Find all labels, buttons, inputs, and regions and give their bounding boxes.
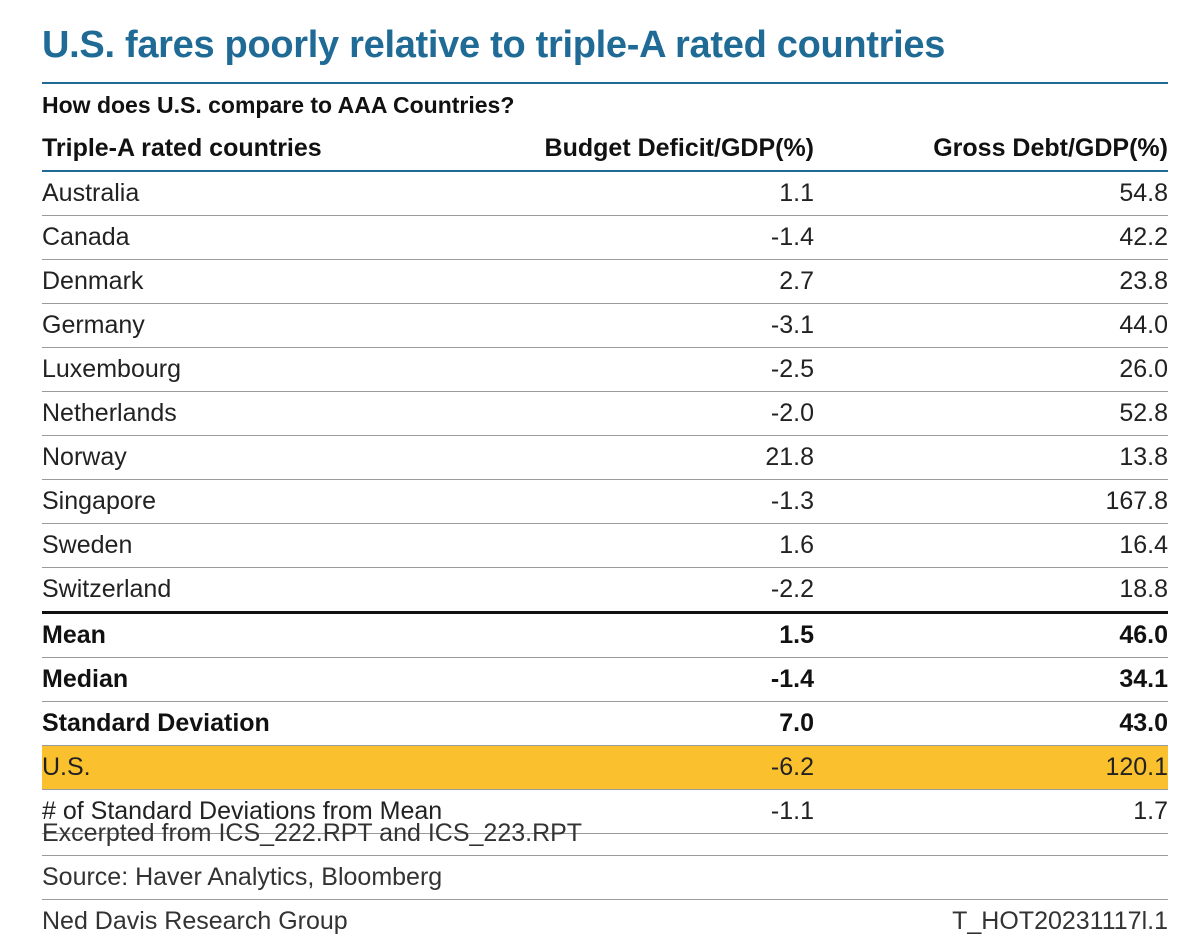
std-dev-debt-value: 43.0 — [814, 701, 1168, 746]
table-row: Canada -1.4 42.2 — [42, 215, 1168, 260]
table-row: Germany -3.1 44.0 — [42, 303, 1168, 348]
country-cell: Luxembourg — [42, 347, 482, 392]
debt-cell: 26.0 — [814, 347, 1168, 392]
debt-cell: 42.2 — [814, 215, 1168, 260]
deficit-cell: 21.8 — [482, 435, 814, 480]
mean-row: Mean 1.5 46.0 — [42, 611, 1168, 658]
us-highlight-row: U.S. -6.2 120.1 — [42, 745, 1168, 790]
median-debt-value: 34.1 — [814, 657, 1168, 702]
median-row: Median -1.4 34.1 — [42, 657, 1168, 702]
table-row: Luxembourg -2.5 26.0 — [42, 347, 1168, 392]
table-row: Norway 21.8 13.8 — [42, 435, 1168, 480]
excerpt-note: Excerpted from ICS_222.RPT and ICS_223.R… — [42, 812, 1168, 856]
sd-from-mean-row: # of Standard Deviations from Mean -1.1 … — [42, 789, 1168, 834]
deficit-cell: 2.7 — [482, 259, 814, 304]
title-divider — [42, 82, 1168, 84]
mean-deficit-value: 1.5 — [482, 611, 814, 658]
publisher-name: Ned Davis Research Group — [42, 907, 348, 935]
table-row: Switzerland -2.2 18.8 — [42, 567, 1168, 613]
country-cell: Norway — [42, 435, 482, 480]
country-cell: Denmark — [42, 259, 482, 304]
footer-bar: Ned Davis Research Group T_HOT20231117l.… — [42, 900, 1168, 943]
table-header-row: Triple-A rated countries Budget Deficit/… — [42, 126, 1168, 172]
debt-cell: 54.8 — [814, 171, 1168, 216]
country-cell: Sweden — [42, 523, 482, 568]
stat-label: Mean — [42, 611, 482, 658]
std-dev-row: Standard Deviation 7.0 43.0 — [42, 701, 1168, 746]
deficit-cell: -1.4 — [482, 215, 814, 260]
table-row: Sweden 1.6 16.4 — [42, 523, 1168, 568]
mean-debt-value: 46.0 — [814, 611, 1168, 658]
debt-cell: 13.8 — [814, 435, 1168, 480]
chart-title: U.S. fares poorly relative to triple-A r… — [42, 24, 946, 66]
debt-cell: 52.8 — [814, 391, 1168, 436]
column-header-debt: Gross Debt/GDP(%) — [814, 126, 1168, 172]
deficit-cell: -1.3 — [482, 479, 814, 524]
debt-cell: 16.4 — [814, 523, 1168, 568]
deficit-cell: 1.1 — [482, 171, 814, 216]
sd-from-mean-debt: 1.7 — [814, 789, 1168, 834]
comparison-table: Triple-A rated countries Budget Deficit/… — [42, 126, 1168, 834]
country-cell: Netherlands — [42, 391, 482, 436]
sd-from-mean-label: # of Standard Deviations from Mean — [42, 789, 482, 834]
deficit-cell: -3.1 — [482, 303, 814, 348]
country-cell: Switzerland — [42, 567, 482, 613]
column-header-deficit: Budget Deficit/GDP(%) — [482, 126, 814, 172]
debt-cell: 167.8 — [814, 479, 1168, 524]
debt-cell: 18.8 — [814, 567, 1168, 613]
debt-cell: 23.8 — [814, 259, 1168, 304]
chart-subtitle: How does U.S. compare to AAA Countries? — [42, 92, 515, 118]
table-row: Netherlands -2.0 52.8 — [42, 391, 1168, 436]
deficit-cell: -2.5 — [482, 347, 814, 392]
country-cell: Canada — [42, 215, 482, 260]
table-row: Australia 1.1 54.8 — [42, 171, 1168, 216]
stat-label: Standard Deviation — [42, 701, 482, 746]
deficit-cell: -2.2 — [482, 567, 814, 613]
median-deficit-value: -1.4 — [482, 657, 814, 702]
sd-from-mean-deficit: -1.1 — [482, 789, 814, 834]
country-cell: Germany — [42, 303, 482, 348]
debt-cell: 44.0 — [814, 303, 1168, 348]
std-dev-deficit-value: 7.0 — [482, 701, 814, 746]
table-row: Denmark 2.7 23.8 — [42, 259, 1168, 304]
us-label: U.S. — [42, 745, 482, 790]
us-debt-value: 120.1 — [814, 745, 1168, 790]
source-note: Source: Haver Analytics, Bloomberg — [42, 856, 1168, 900]
stat-label: Median — [42, 657, 482, 702]
chart-code: T_HOT20231117l.1 — [952, 907, 1168, 935]
deficit-cell: 1.6 — [482, 523, 814, 568]
us-deficit-value: -6.2 — [482, 745, 814, 790]
column-header-country: Triple-A rated countries — [42, 126, 482, 172]
deficit-cell: -2.0 — [482, 391, 814, 436]
table-row: Singapore -1.3 167.8 — [42, 479, 1168, 524]
country-cell: Singapore — [42, 479, 482, 524]
country-cell: Australia — [42, 171, 482, 216]
